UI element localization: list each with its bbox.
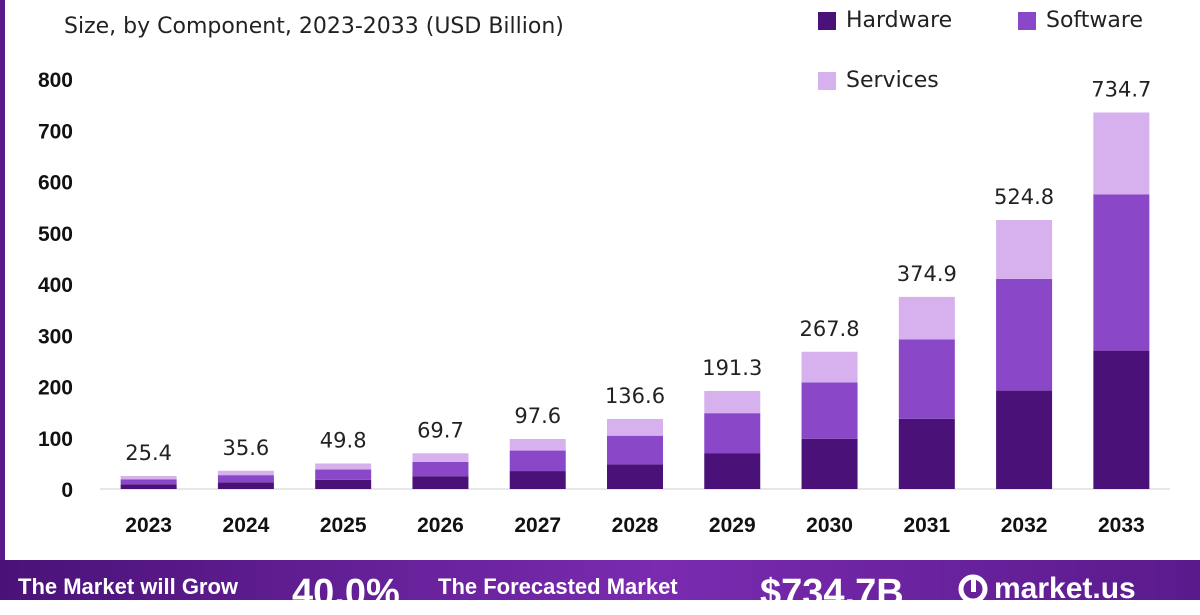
bar-segment-services	[509, 438, 566, 451]
bar-segment-software	[996, 278, 1053, 391]
chart-frame: Size, by Component, 2023-2033 (USD Billi…	[0, 0, 1200, 600]
summary-banner: The Market will Grow 40.0% The Forecaste…	[0, 560, 1200, 614]
bar-segment-hardware	[607, 464, 663, 489]
bar-segment-services	[607, 418, 663, 436]
x-tick-label: 2033	[1098, 514, 1145, 537]
y-tick-label: 600	[38, 172, 73, 195]
y-tick-label: 300	[38, 325, 73, 348]
bar-segment-software	[509, 450, 566, 472]
x-tick-label: 2023	[125, 514, 172, 537]
bar-segment-hardware	[120, 484, 177, 489]
bar-total-label: 69.7	[417, 418, 464, 442]
x-tick-label: 2029	[709, 514, 756, 537]
bar-segment-hardware	[315, 479, 372, 489]
y-tick-label: 700	[38, 120, 73, 143]
chart-legend: Hardware Software Services	[818, 6, 1198, 106]
bar-total-label: 35.6	[223, 436, 270, 460]
y-tick-label: 800	[38, 69, 73, 92]
legend-swatch-hardware	[818, 11, 836, 30]
bar-total-label: 524.8	[994, 185, 1054, 209]
bar-segment-hardware	[704, 453, 761, 489]
y-tick-label: 200	[38, 377, 73, 400]
bar-total-label: 136.6	[605, 384, 665, 408]
x-tick-label: 2024	[223, 514, 270, 537]
chart-subtitle: Size, by Component, 2023-2033 (USD Billi…	[64, 14, 564, 39]
bar-total-label: 49.8	[320, 428, 367, 452]
stacked-bar-chart: 0 100 200 300 400 500 600 700 800 25.4 2023 35.6 202…	[38, 69, 1170, 537]
bar-segment-hardware	[509, 471, 566, 489]
cagr-value: 40.0%	[292, 572, 400, 614]
bar-total-label: 267.8	[799, 317, 859, 341]
legend-swatch-services	[818, 71, 836, 90]
grow-label: The Market will Grow	[18, 574, 239, 599]
bar-segment-software	[704, 413, 761, 454]
x-tick-label: 2028	[612, 514, 659, 537]
legend-swatch-software	[1018, 11, 1036, 30]
y-tick-label: 100	[38, 428, 73, 451]
x-tick-label: 2025	[320, 514, 367, 537]
bar-segment-hardware	[898, 418, 955, 489]
bar-segment-services	[1093, 112, 1150, 195]
bar-segment-services	[996, 220, 1053, 279]
bar-total-label: 374.9	[897, 262, 957, 286]
x-tick-label: 2031	[903, 514, 950, 537]
bar-segment-hardware	[217, 482, 274, 489]
bar-total-label: 25.4	[125, 441, 172, 465]
bar-total-label: 734.7	[1091, 77, 1151, 101]
legend-label-services: Services	[846, 68, 939, 93]
y-tick-label: 400	[38, 274, 73, 297]
y-tick-label: 500	[38, 223, 73, 246]
bar-segment-services	[120, 475, 177, 480]
bar-total-label: 97.6	[514, 404, 561, 428]
bar-segment-services	[217, 470, 274, 476]
bar-segment-software	[1093, 194, 1150, 351]
accent-bar	[0, 0, 5, 570]
bar-segment-software	[412, 461, 469, 477]
legend-item-services: Services	[818, 68, 939, 93]
x-tick-label: 2032	[1001, 514, 1048, 537]
bar-segment-services	[412, 453, 469, 462]
x-tick-label: 2030	[806, 514, 853, 537]
legend-item-hardware: Hardware	[818, 8, 952, 33]
bar-segment-hardware	[996, 390, 1053, 489]
legend-item-software: Software	[1018, 8, 1143, 33]
brand-logo: market.us	[958, 572, 1136, 606]
y-tick-label: 0	[61, 479, 73, 502]
bar-segment-services	[315, 463, 372, 470]
bar-segment-software	[607, 435, 663, 465]
bar-segment-services	[801, 351, 858, 383]
legend-label-hardware: Hardware	[846, 8, 953, 33]
bar-segment-services	[898, 296, 955, 340]
legend-label-software: Software	[1046, 8, 1143, 33]
bar-total-label: 191.3	[702, 356, 762, 380]
bar-segment-software	[120, 479, 177, 485]
bar-segment-services	[704, 390, 761, 414]
bar-segment-hardware	[801, 438, 858, 489]
bar-segment-hardware	[1093, 350, 1150, 489]
x-tick-label: 2027	[514, 514, 561, 537]
brand-name: market.us	[994, 572, 1136, 605]
bar-segment-hardware	[412, 476, 469, 489]
bar-segment-software	[898, 339, 955, 419]
bar-segment-software	[315, 469, 372, 480]
bar-segment-software	[801, 382, 858, 439]
forecast-value: $734.7B	[760, 572, 904, 614]
bar-segment-software	[217, 475, 274, 483]
forecast-label: The Forecasted Market	[438, 574, 678, 599]
x-tick-label: 2026	[417, 514, 464, 537]
